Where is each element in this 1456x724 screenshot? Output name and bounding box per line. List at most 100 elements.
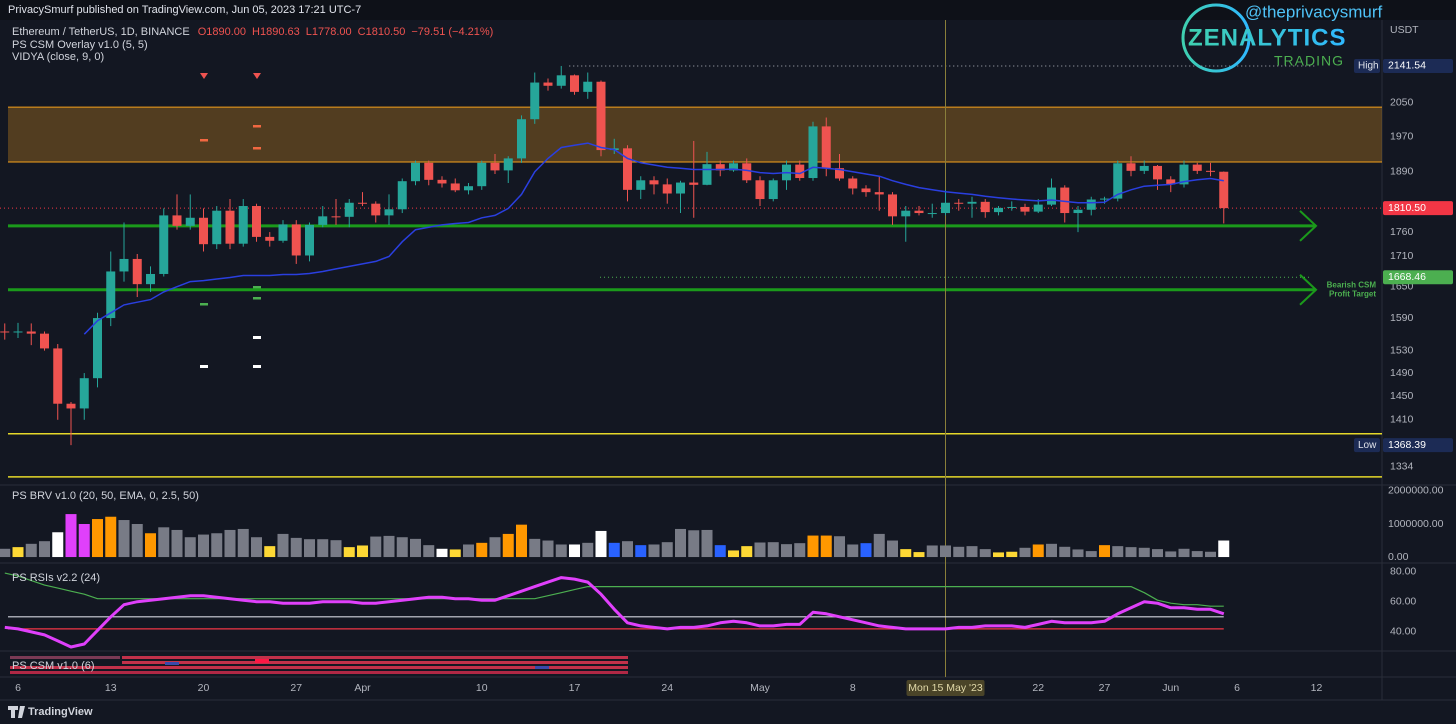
bar xyxy=(39,541,50,558)
candle-body xyxy=(66,403,76,409)
bar xyxy=(635,545,647,558)
arrow-head xyxy=(1299,274,1318,306)
bar xyxy=(516,524,527,558)
bar xyxy=(953,546,965,558)
high-badge-label: 2141.54 xyxy=(1388,60,1426,72)
signal-marker xyxy=(200,73,208,79)
candle-body xyxy=(1126,163,1136,171)
candle-body xyxy=(556,75,566,86)
bar xyxy=(1085,551,1097,558)
bar xyxy=(198,534,209,558)
bar xyxy=(555,544,567,558)
strip xyxy=(535,666,549,669)
candle-body xyxy=(1153,165,1162,180)
signal-marker xyxy=(253,365,261,368)
candle-body xyxy=(821,126,831,169)
bar xyxy=(622,541,633,558)
strip xyxy=(255,659,269,663)
high-tag-label: High xyxy=(1358,61,1379,72)
bar xyxy=(251,537,262,558)
candle-body xyxy=(914,210,924,214)
candle-body xyxy=(689,182,699,185)
candle-body xyxy=(623,148,632,190)
x-tick-label: 22 xyxy=(1032,682,1044,694)
candle-body xyxy=(397,181,407,210)
candle-body xyxy=(450,183,460,191)
candle-body xyxy=(901,210,911,217)
bar xyxy=(754,542,766,558)
bar xyxy=(184,537,196,558)
bar xyxy=(171,529,183,558)
bar xyxy=(979,549,991,558)
currency: USDT xyxy=(1390,24,1419,36)
bar xyxy=(1178,548,1190,558)
logo-sub: TRADING xyxy=(1274,53,1344,69)
symbol-legend: Ethereum / TetherUS, 1D, BINANCE O1890.00… xyxy=(12,26,493,38)
pane-title: PS BRV v1.0 (20, 50, EMA, 0, 2.5, 50) xyxy=(12,490,199,502)
resistance-zone xyxy=(8,107,1382,162)
bar xyxy=(224,529,236,558)
bar xyxy=(834,536,845,558)
bar xyxy=(1072,549,1084,558)
candle-body xyxy=(649,180,659,185)
candle-body xyxy=(729,163,738,171)
candle-body xyxy=(702,164,712,185)
bar xyxy=(145,533,156,558)
bar xyxy=(1006,551,1018,558)
bar xyxy=(370,536,382,558)
candle-body xyxy=(384,209,394,216)
bar xyxy=(807,535,819,558)
bar xyxy=(1125,547,1137,558)
candle-body xyxy=(676,182,685,194)
candle-body xyxy=(371,203,381,216)
bar xyxy=(940,545,951,558)
bar xyxy=(304,539,315,558)
rsi-line xyxy=(4,576,1225,649)
x-tick-label: 10 xyxy=(476,682,488,694)
bar xyxy=(0,548,11,558)
bar xyxy=(966,546,978,558)
y-tick-label: 1000000.00 xyxy=(1388,518,1444,530)
candle-body xyxy=(1166,179,1176,185)
candle-body xyxy=(53,348,63,404)
y-tick-label: 1450 xyxy=(1390,390,1414,402)
bar xyxy=(1218,540,1230,558)
candle-body xyxy=(79,378,89,409)
bar xyxy=(993,552,1004,558)
x-tick-label: 27 xyxy=(290,682,302,694)
candle-body xyxy=(225,210,235,244)
candle-body xyxy=(941,202,950,214)
signal-marker xyxy=(253,286,261,289)
bar xyxy=(489,537,501,558)
candle-body xyxy=(199,217,208,245)
y-tick-label: 2000000.00 xyxy=(1388,485,1444,497)
bar xyxy=(873,533,885,558)
bar xyxy=(1165,551,1177,558)
candle-body xyxy=(252,206,261,237)
bar xyxy=(1032,544,1044,558)
high-badge xyxy=(1383,58,1453,73)
target-note: Profit Target xyxy=(1329,289,1376,298)
candle-body xyxy=(1047,187,1056,205)
candle-body xyxy=(1100,198,1109,200)
bar xyxy=(887,540,898,558)
bar xyxy=(65,514,77,558)
y-tick-label: 1334 xyxy=(1390,460,1414,472)
candle-body xyxy=(1060,187,1070,214)
low-tag-label: Low xyxy=(1358,440,1377,451)
bar xyxy=(12,547,24,558)
last-badge xyxy=(1383,201,1453,216)
bar xyxy=(529,538,541,558)
bar xyxy=(860,543,872,558)
candle-body xyxy=(808,126,818,179)
bar xyxy=(423,545,435,558)
bar xyxy=(728,550,739,558)
signal-markers xyxy=(200,73,261,368)
open: O1890.00 xyxy=(198,26,246,38)
header-bar xyxy=(0,0,1456,20)
candle-body xyxy=(967,201,977,204)
y-tick-label: 1760 xyxy=(1390,226,1414,238)
close: C1810.50 xyxy=(358,26,406,38)
logo-ring xyxy=(1181,3,1251,73)
